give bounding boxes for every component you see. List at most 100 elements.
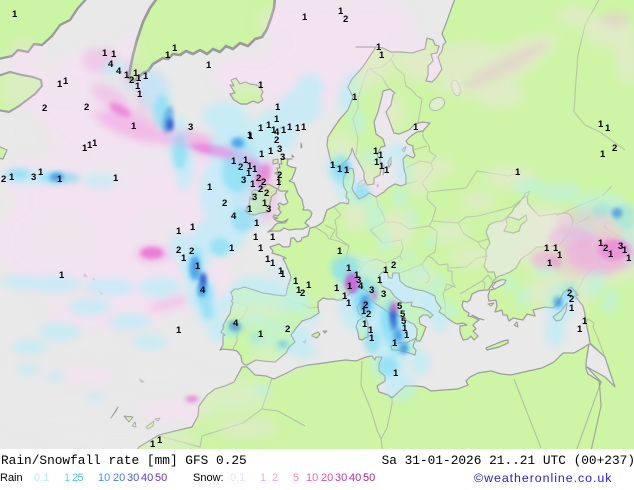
svg-text:1: 1 xyxy=(190,222,196,233)
svg-text:1: 1 xyxy=(553,243,559,254)
svg-text:3: 3 xyxy=(280,152,285,163)
svg-text:1: 1 xyxy=(270,232,276,243)
svg-text:1: 1 xyxy=(547,258,553,269)
svg-text:1: 1 xyxy=(296,285,302,296)
svg-text:2: 2 xyxy=(84,102,89,113)
svg-text:1: 1 xyxy=(268,146,274,157)
svg-text:5: 5 xyxy=(397,301,403,312)
svg-text:1: 1 xyxy=(133,68,139,79)
svg-text:1: 1 xyxy=(172,43,178,54)
svg-text:1: 1 xyxy=(258,329,264,340)
svg-text:1: 1 xyxy=(59,270,65,281)
svg-text:1: 1 xyxy=(362,319,368,330)
svg-text:2: 2 xyxy=(567,288,572,299)
svg-text:3: 3 xyxy=(618,241,623,252)
svg-text:1: 1 xyxy=(376,42,382,53)
svg-text:1: 1 xyxy=(259,149,265,160)
svg-text:1: 1 xyxy=(135,81,141,92)
svg-text:3: 3 xyxy=(31,172,36,183)
svg-text:1: 1 xyxy=(598,119,604,130)
svg-text:3: 3 xyxy=(241,175,246,186)
svg-text:1: 1 xyxy=(352,92,358,103)
svg-text:1: 1 xyxy=(393,368,399,379)
svg-text:1: 1 xyxy=(206,60,212,71)
svg-text:2: 2 xyxy=(1,174,6,185)
svg-text:2: 2 xyxy=(129,75,134,86)
svg-text:1: 1 xyxy=(605,123,611,134)
svg-text:1: 1 xyxy=(598,238,604,249)
svg-text:1: 1 xyxy=(258,80,264,91)
svg-text:1: 1 xyxy=(246,168,252,179)
svg-text:1: 1 xyxy=(392,338,398,349)
svg-text:1: 1 xyxy=(337,246,343,257)
svg-text:1: 1 xyxy=(557,250,563,261)
svg-text:1: 1 xyxy=(342,291,348,302)
svg-text:1: 1 xyxy=(131,121,137,132)
svg-text:1: 1 xyxy=(293,276,299,287)
svg-text:3: 3 xyxy=(369,285,374,296)
svg-text:1: 1 xyxy=(38,167,44,178)
svg-text:1: 1 xyxy=(253,232,259,243)
svg-text:1: 1 xyxy=(626,253,632,264)
svg-text:1: 1 xyxy=(337,164,343,175)
svg-text:4: 4 xyxy=(233,318,239,329)
svg-text:2: 2 xyxy=(222,198,227,209)
svg-text:1: 1 xyxy=(295,123,301,134)
svg-text:1: 1 xyxy=(57,79,63,90)
svg-text:1: 1 xyxy=(544,243,550,254)
svg-text:1: 1 xyxy=(12,9,18,20)
svg-text:4: 4 xyxy=(116,66,122,77)
svg-text:1: 1 xyxy=(137,89,143,100)
svg-text:1: 1 xyxy=(379,161,385,172)
svg-text:1: 1 xyxy=(608,249,614,260)
svg-text:2: 2 xyxy=(603,243,608,254)
svg-text:1: 1 xyxy=(262,198,268,209)
svg-text:1: 1 xyxy=(378,150,384,161)
svg-text:2: 2 xyxy=(42,103,47,114)
svg-text:1: 1 xyxy=(600,149,606,160)
svg-text:1: 1 xyxy=(195,261,201,272)
svg-text:1: 1 xyxy=(176,325,182,336)
svg-text:1: 1 xyxy=(369,333,375,344)
svg-text:1: 1 xyxy=(274,114,280,125)
svg-text:2: 2 xyxy=(391,260,396,271)
svg-text:1: 1 xyxy=(165,50,171,61)
svg-text:1: 1 xyxy=(377,275,383,286)
svg-text:3: 3 xyxy=(277,144,282,155)
svg-text:1: 1 xyxy=(330,160,336,171)
svg-text:2: 2 xyxy=(277,170,282,181)
svg-text:1: 1 xyxy=(207,182,213,193)
svg-text:1: 1 xyxy=(247,161,253,172)
svg-text:1: 1 xyxy=(113,173,119,184)
svg-text:1: 1 xyxy=(354,270,360,281)
svg-text:3: 3 xyxy=(381,289,386,300)
svg-text:1: 1 xyxy=(258,243,264,254)
svg-text:1: 1 xyxy=(136,73,142,84)
svg-text:1: 1 xyxy=(252,164,258,175)
svg-text:2: 2 xyxy=(366,309,371,320)
svg-text:5: 5 xyxy=(400,309,406,320)
svg-text:1: 1 xyxy=(413,122,419,133)
svg-text:1: 1 xyxy=(157,435,163,446)
svg-text:1: 1 xyxy=(258,123,264,134)
svg-text:2: 2 xyxy=(285,324,290,335)
svg-text:1: 1 xyxy=(280,269,286,280)
svg-text:1: 1 xyxy=(276,177,282,188)
svg-text:1: 1 xyxy=(247,204,253,215)
svg-text:2: 2 xyxy=(264,188,269,199)
svg-text:1: 1 xyxy=(338,6,344,17)
svg-text:1: 1 xyxy=(379,50,385,61)
svg-text:1: 1 xyxy=(111,49,117,60)
svg-text:1: 1 xyxy=(622,245,628,256)
svg-text:1: 1 xyxy=(102,48,108,59)
svg-text:1: 1 xyxy=(347,281,353,292)
svg-text:1: 1 xyxy=(577,324,583,335)
svg-text:1: 1 xyxy=(270,258,276,269)
svg-text:1: 1 xyxy=(9,172,15,183)
svg-text:1: 1 xyxy=(346,263,352,274)
svg-text:2: 2 xyxy=(256,173,261,184)
svg-text:3: 3 xyxy=(188,122,193,133)
svg-text:3: 3 xyxy=(266,204,271,215)
svg-text:2: 2 xyxy=(343,14,348,25)
svg-text:1: 1 xyxy=(92,138,98,149)
